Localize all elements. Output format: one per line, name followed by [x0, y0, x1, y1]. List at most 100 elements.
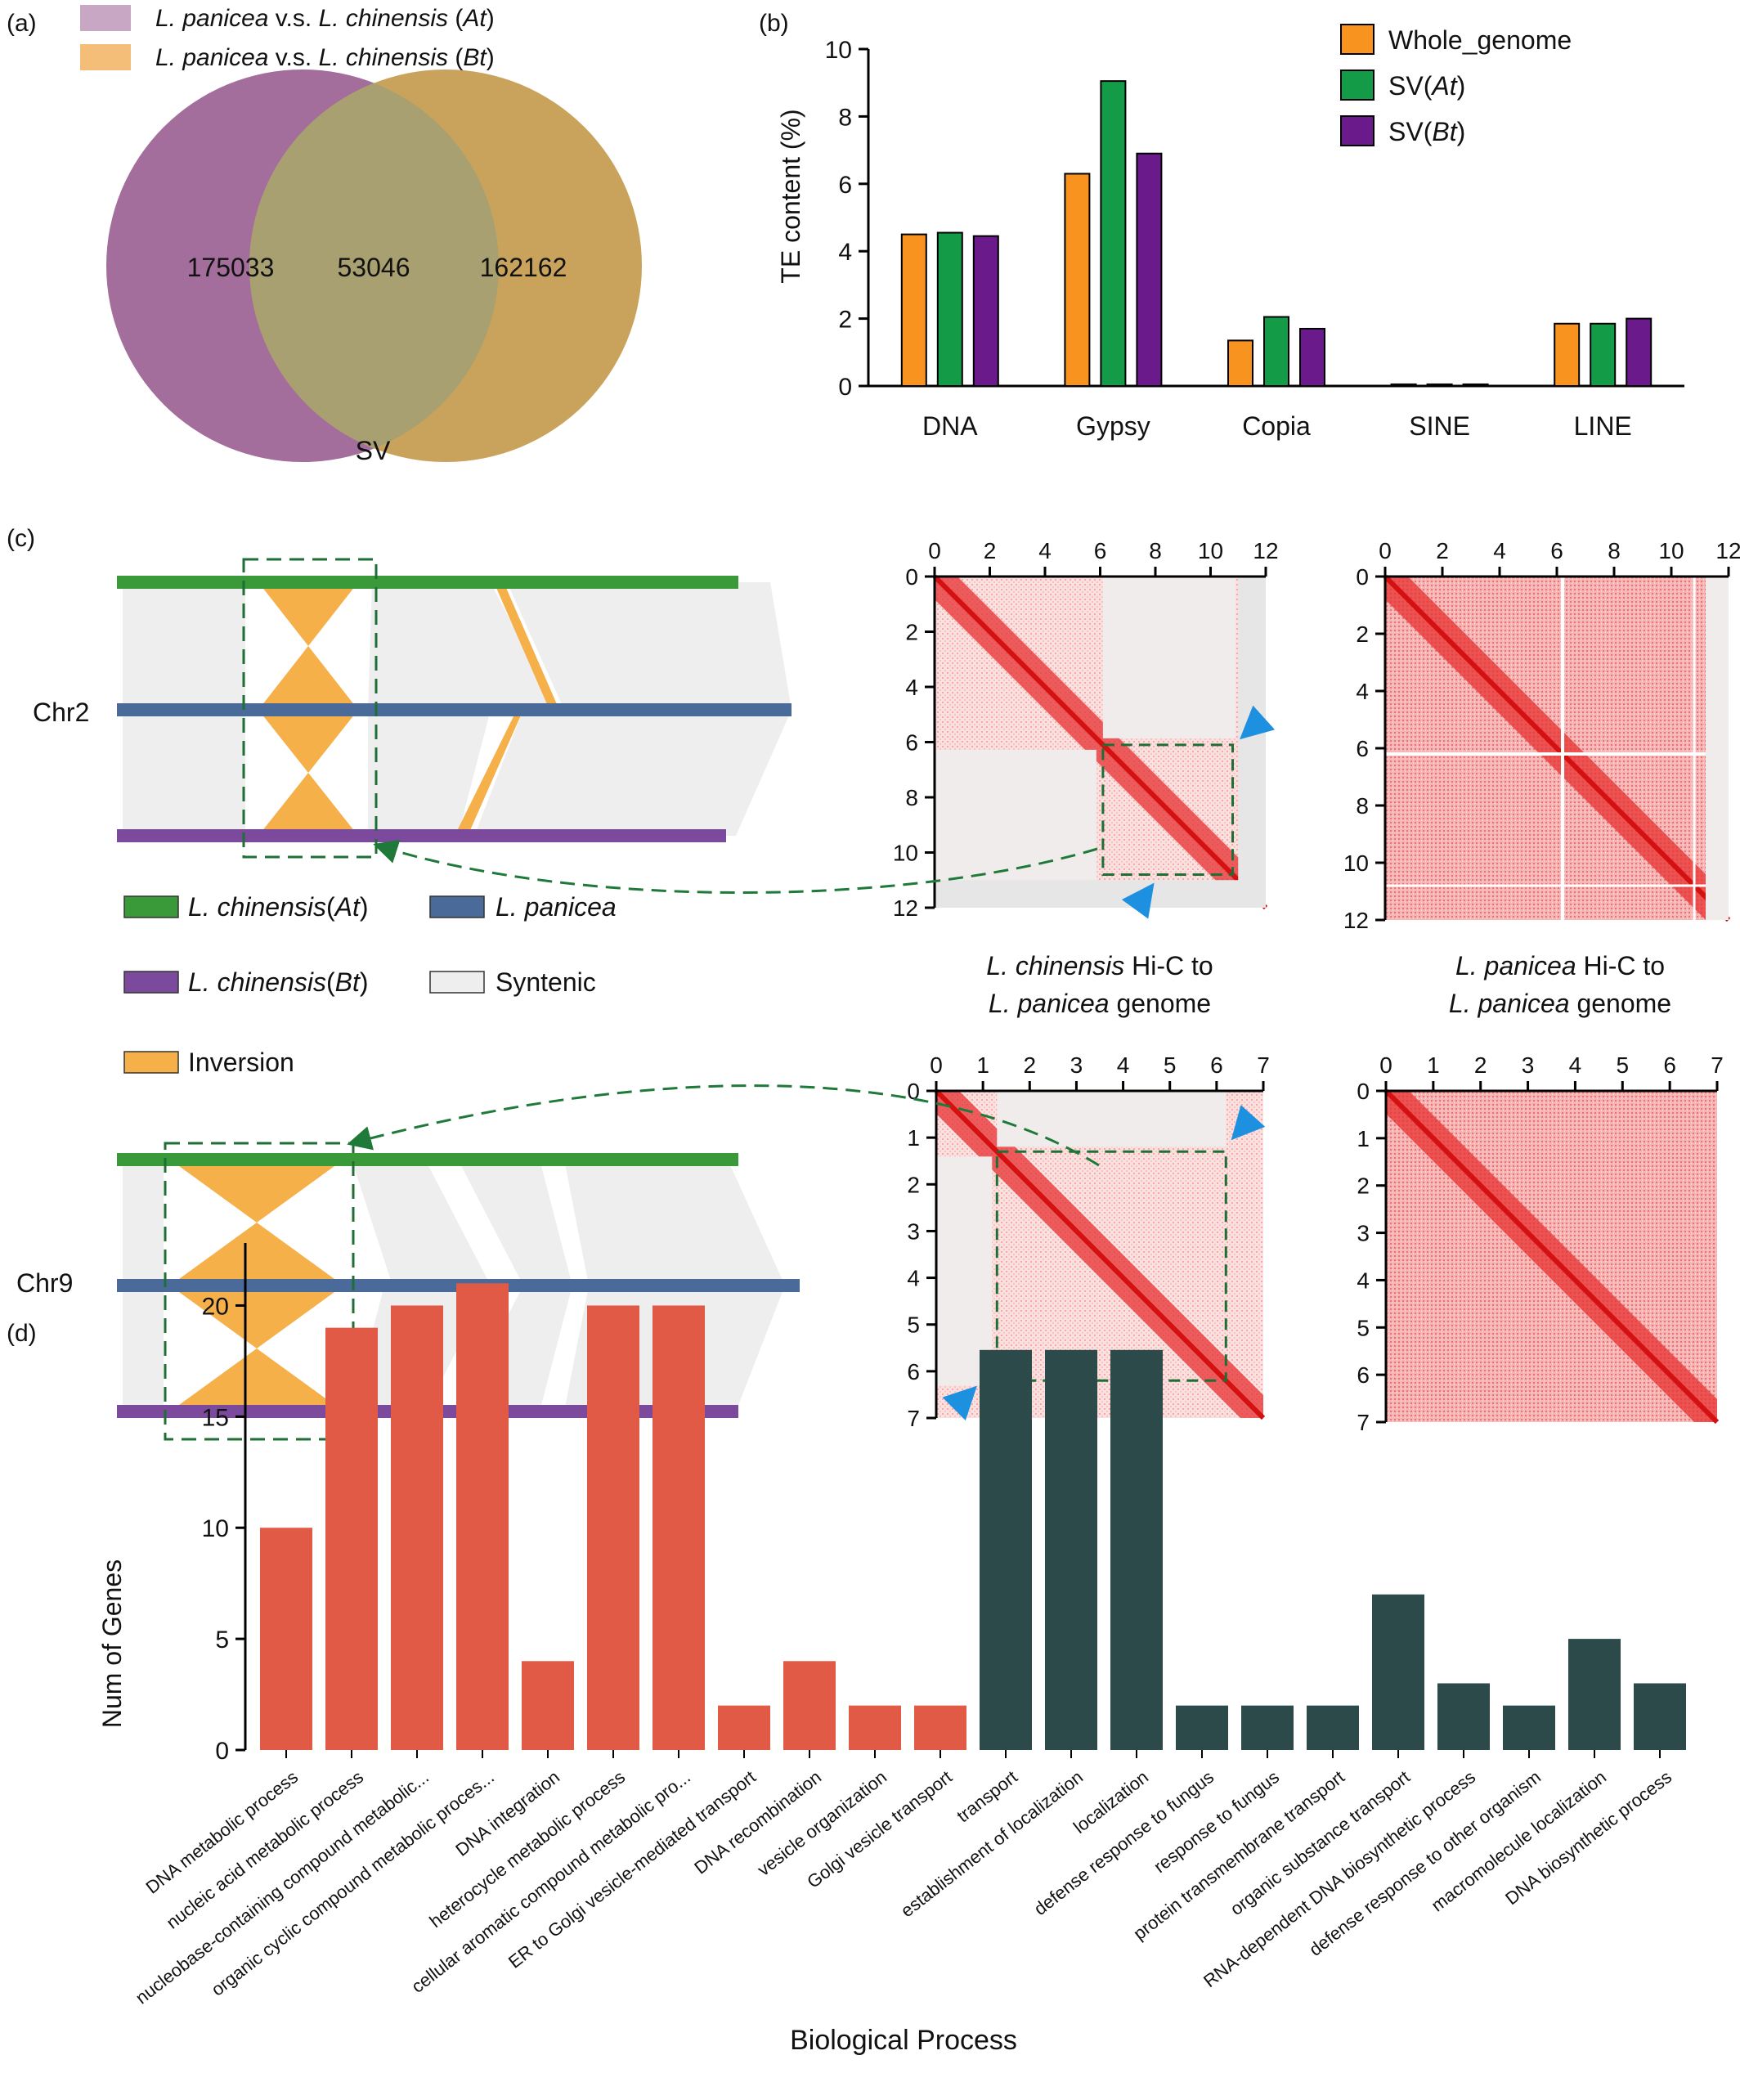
hic-top-tick-label: 2	[1474, 1052, 1487, 1078]
hic-sparse-region	[1706, 577, 1729, 920]
te-content-chart: TE content (%) Whole_genome SV(At) SV(Bt…	[776, 24, 1684, 441]
syntenic-ribbon	[123, 1286, 164, 1411]
te-legend-item-sv-bt: SV(Bt)	[1340, 115, 1465, 146]
hic-top-tick-label: 8	[1149, 538, 1162, 563]
hic-diagonal	[932, 574, 1268, 910]
synteny-legend-item-panicea: L. panicea	[429, 892, 617, 922]
te-y-tick-label: 2	[838, 307, 852, 334]
synteny-legend-label-at: L. chinensis(At)	[188, 892, 369, 922]
hic-left-tick-label: 0	[907, 1079, 920, 1104]
go-bar	[783, 1661, 836, 1750]
syntenic-ribbon	[352, 1160, 491, 1286]
hic-map-chr2-lchinensis: 00 2 2 4 4 6 6 8 8 10 10 12 12	[893, 538, 1279, 921]
hic-left-tick-label: 10	[1343, 850, 1369, 876]
synteny-legend-label-bt: L. chinensis(Bt)	[188, 967, 369, 997]
chr2-label: Chr2	[33, 698, 89, 727]
venn-count-right: 162162	[480, 253, 567, 282]
inversion-ribbon	[455, 710, 523, 836]
synteny-chr2: Chr2	[33, 558, 792, 859]
hic-map-chr9-lpanicea: 00 1 1 2 2 3 3 4 4 5 5 6 6 7 7	[1357, 1052, 1723, 1435]
hic-left-tick-label: 6	[907, 1359, 920, 1384]
venn-diagram: L. panicea v.s. L. chinensis (At) L. pan…	[80, 5, 642, 465]
hic-top-tick-label: 2	[984, 538, 997, 563]
te-legend-label-sv-at: SV(At)	[1388, 71, 1465, 101]
hic-sparse-region	[935, 880, 1266, 908]
hic-left-tick-label: 7	[907, 1406, 920, 1431]
hic-left-tick-label: 5	[1357, 1315, 1370, 1340]
te-y-tick-label: 4	[838, 239, 852, 266]
syntenic-ribbon	[123, 582, 245, 710]
te-bar	[1626, 317, 1653, 388]
hic-top-tick-label: 3	[1522, 1052, 1535, 1078]
go-bar	[718, 1705, 770, 1750]
go-y-tick-label: 5	[215, 1627, 229, 1654]
te-x-tick-label: Gypsy	[1076, 411, 1150, 441]
go-bar	[1634, 1683, 1686, 1750]
hic-caption-left-line1: L. chinensis Hi-C to	[986, 951, 1213, 980]
te-x-tick-label: DNA	[922, 411, 978, 441]
hic-left-tick-label: 5	[907, 1312, 920, 1338]
te-bar	[1227, 339, 1253, 388]
syntenic-ribbon	[123, 1160, 164, 1286]
go-bar	[1110, 1349, 1163, 1750]
hic-top-tick-label: 5	[1164, 1052, 1177, 1078]
chr2-connector-arrow	[373, 839, 1098, 894]
hic-top-tick-label: 0	[930, 1052, 943, 1078]
hic-top-tick-label: 1	[1427, 1052, 1440, 1078]
hic-top-tick-label: 2	[1436, 538, 1449, 563]
hic-left-tick-label: 0	[1356, 564, 1369, 590]
hic-left-tick-label: 8	[905, 785, 918, 810]
go-chart-xlabel: Biological Process	[790, 2025, 1017, 2056]
venn-overlap	[249, 70, 499, 462]
hic-inversion-box	[995, 1150, 1227, 1382]
hic-left-tick-label: 4	[1356, 679, 1369, 704]
te-legend-item-sv-at: SV(At)	[1340, 70, 1465, 101]
synteny-legend-swatch-panicea	[429, 895, 485, 918]
hic-top-tick-label: 12	[1253, 538, 1278, 563]
venn-legend-swatch-bt	[80, 44, 131, 70]
syntenic-ribbon	[736, 582, 792, 710]
go-enrichment-chart: Num of Genes Biological Process 0 5 10 15 20…	[97, 1243, 1686, 2056]
panel-label-b: (b)	[759, 10, 789, 37]
hic-map-chr2-lpanicea: 00 2 2 4 4 6 6 8 8 10 10 12 12	[1343, 538, 1740, 933]
te-x-tick-label: LINE	[1574, 411, 1632, 441]
synteny-legend-label-panicea: L. panicea	[496, 892, 617, 922]
syntenic-ribbon	[474, 710, 752, 836]
te-y-tick-label: 10	[825, 37, 852, 64]
hic-left-tick-label: 2	[907, 1172, 920, 1197]
hic-top-tick-label: 8	[1608, 538, 1621, 563]
hic-top-tick-label: 4	[1569, 1052, 1582, 1078]
hic-top-tick-label: 0	[1379, 538, 1392, 563]
te-bar	[1136, 152, 1163, 387]
te-x-tick-label: SINE	[1409, 411, 1470, 441]
go-bar	[1176, 1705, 1228, 1750]
synteny-legend-item-syntenic: Syntenic	[429, 967, 596, 997]
synteny-legend-item-inversion: Inversion	[123, 1048, 294, 1077]
inversion-ribbon	[258, 582, 358, 710]
hic-top-tick-label: 6	[1094, 538, 1107, 563]
hic-maps: L. chinensis Hi-C to L. panicea genome L…	[893, 538, 1740, 1435]
te-bar	[1426, 383, 1453, 388]
synteny-legend-label-inversion: Inversion	[188, 1048, 294, 1077]
go-bar	[456, 1283, 509, 1750]
hic-top-tick-label: 7	[1257, 1052, 1270, 1078]
venn-legend-item-bt: L. panicea v.s. L. chinensis (Bt)	[80, 44, 495, 71]
go-bar	[1045, 1349, 1097, 1750]
inversion-ribbon	[170, 1160, 343, 1286]
hic-diagonal	[934, 1088, 1266, 1420]
hic-top-tick-label: 1	[976, 1052, 989, 1078]
hic-left-tick-label: 0	[905, 564, 918, 590]
hic-arrow	[1231, 1105, 1266, 1141]
te-bar	[1590, 322, 1617, 387]
te-legend-swatch-sv-bt	[1340, 115, 1375, 146]
te-legend-item-whole-genome: Whole_genome	[1340, 24, 1572, 55]
panel-label-d: (d)	[7, 1320, 37, 1347]
hic-left-tick-label: 6	[1357, 1362, 1370, 1388]
hic-top-tick-label: 4	[1117, 1052, 1130, 1078]
te-y-tick-label: 0	[838, 374, 852, 401]
hic-caption-left-line2: L. panicea genome	[989, 989, 1211, 1018]
go-bar	[325, 1327, 378, 1750]
te-legend-label-sv-bt: SV(Bt)	[1388, 117, 1465, 146]
hic-sparse-region	[936, 1156, 993, 1386]
inversion-ribbon	[170, 1286, 343, 1411]
